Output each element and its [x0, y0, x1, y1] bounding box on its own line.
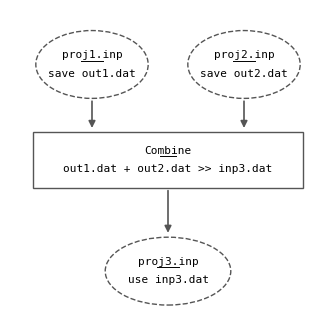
Text: use inp3.dat: use inp3.dat: [127, 275, 209, 285]
Text: proj2.inp: proj2.inp: [214, 50, 275, 60]
Text: out1.dat + out2.dat >> inp3.dat: out1.dat + out2.dat >> inp3.dat: [64, 164, 272, 174]
Bar: [33, 132, 303, 188]
Text: proj1.inp: proj1.inp: [61, 50, 122, 60]
Text: save out2.dat: save out2.dat: [200, 69, 288, 79]
Text: proj3.inp: proj3.inp: [138, 257, 198, 267]
Text: Combine: Combine: [144, 146, 192, 156]
Text: save out1.dat: save out1.dat: [48, 69, 136, 79]
